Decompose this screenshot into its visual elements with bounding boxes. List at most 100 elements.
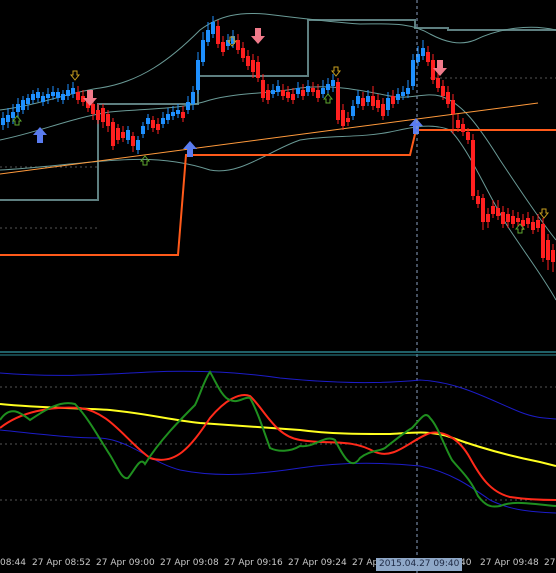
candle-body <box>71 88 75 94</box>
candle-body <box>326 84 330 90</box>
fractal-up-icon <box>11 115 23 126</box>
candle-body <box>541 224 545 258</box>
candle-body <box>466 132 470 140</box>
candle-body <box>186 102 190 110</box>
candle-body <box>171 112 175 116</box>
candle-body <box>76 92 80 100</box>
bollinger-upper <box>0 12 556 111</box>
candle-body <box>96 110 100 120</box>
candle-body <box>46 94 50 98</box>
candle-body <box>211 22 215 34</box>
stop-line <box>0 129 556 256</box>
candle-body <box>441 86 445 96</box>
candle-body <box>251 60 255 72</box>
candle-body <box>461 124 465 132</box>
candle-body <box>11 112 15 118</box>
candle-body <box>236 40 240 50</box>
candle-body <box>406 88 410 94</box>
candle-body <box>1 118 5 125</box>
candle-body <box>111 122 115 146</box>
candle-body <box>526 218 530 224</box>
candle-body <box>481 198 485 222</box>
candle-body <box>131 136 135 146</box>
candle-body <box>36 92 40 98</box>
candle-body <box>446 92 450 104</box>
candle-body <box>471 140 475 196</box>
candle-body <box>286 92 290 98</box>
candle-body <box>321 88 325 94</box>
arrow-down-icon <box>251 28 265 44</box>
candle-body <box>426 52 430 62</box>
candle-body <box>511 216 515 224</box>
candle-body <box>21 100 25 110</box>
candle-body <box>201 40 205 62</box>
candle-body <box>366 96 370 102</box>
candle-body <box>551 250 555 262</box>
candle-body <box>226 40 230 46</box>
candle-body <box>291 94 295 100</box>
cursor-time-label: 2015.04.27 09:40 <box>376 558 463 571</box>
candle-body <box>401 92 405 96</box>
candle-body <box>16 104 20 112</box>
arrow-down-icon <box>83 90 97 106</box>
indicator-green-line <box>0 370 556 508</box>
candle-body <box>276 86 280 92</box>
candle-body <box>411 60 415 86</box>
candle-body <box>41 96 45 102</box>
candle-body <box>436 78 440 88</box>
candle-body <box>356 96 360 104</box>
candle-body <box>81 96 85 102</box>
candle-body <box>106 114 110 126</box>
candle-body <box>191 92 195 104</box>
candle-body <box>451 100 455 114</box>
indicator-band-upper <box>0 370 556 420</box>
fractal-down-icon <box>69 70 81 81</box>
candle-body <box>506 214 510 222</box>
time-label: 40 <box>460 558 472 568</box>
candle-body <box>486 214 490 222</box>
candle-body <box>256 62 260 78</box>
candle-body <box>181 112 185 118</box>
candle-body <box>421 48 425 56</box>
candle-body <box>396 94 400 100</box>
fractal-up-icon <box>322 93 334 104</box>
time-label: 27 Apr 09:48 <box>480 558 539 568</box>
candle-body <box>331 80 335 86</box>
candle-body <box>306 86 310 92</box>
candle-body <box>301 90 305 96</box>
candle-body <box>381 104 385 116</box>
trendline <box>0 102 539 175</box>
indicator-band-lower <box>0 429 556 514</box>
time-label: 27 Apr 09:00 <box>96 558 155 568</box>
candle-body <box>341 110 345 126</box>
candle-body <box>376 100 380 108</box>
candle-body <box>246 56 250 66</box>
fractal-up-icon <box>139 155 151 166</box>
fractal-down-icon <box>538 208 550 219</box>
candle-body <box>476 196 480 204</box>
candle-body <box>196 60 200 90</box>
candle-body <box>296 88 300 94</box>
arrow-down-icon <box>433 60 447 76</box>
candle-body <box>151 120 155 128</box>
candle-body <box>261 80 265 98</box>
candle-body <box>346 118 350 122</box>
candle-body <box>66 90 70 96</box>
candle-body <box>61 94 65 100</box>
indicator-red-line <box>0 394 556 501</box>
candle-body <box>271 90 275 94</box>
indicator-yellow-line <box>0 403 556 467</box>
candle-body <box>546 240 550 260</box>
candle-body <box>231 36 235 44</box>
candle-body <box>31 94 35 100</box>
candle-body <box>371 96 375 106</box>
candle-body <box>491 206 495 214</box>
candle-body <box>166 114 170 120</box>
candle-body <box>431 60 435 80</box>
candle-body <box>536 220 540 228</box>
time-label: 27 Apr 09:16 <box>224 558 283 568</box>
time-label: 08:44 <box>0 558 26 568</box>
candle-body <box>216 26 220 44</box>
candle-body <box>496 208 500 216</box>
